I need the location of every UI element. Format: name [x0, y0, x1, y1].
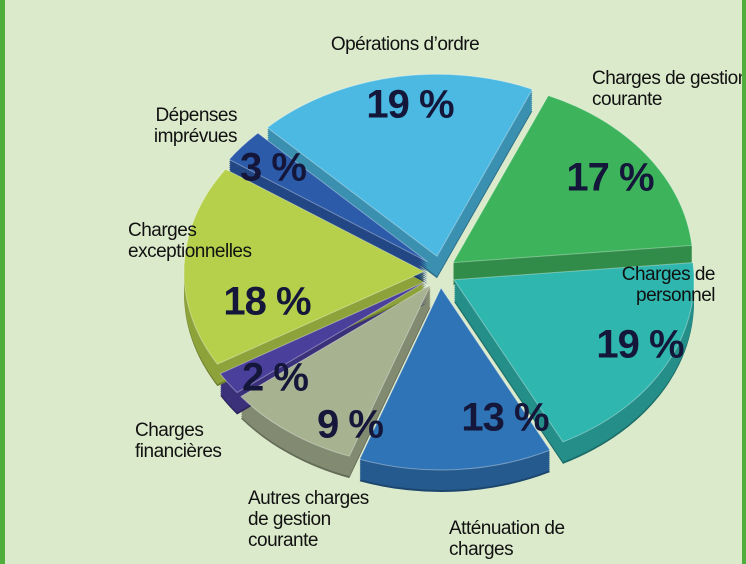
- value-label: 17 %: [566, 155, 654, 200]
- value-label: 9 %: [317, 402, 384, 447]
- category-label: Dépenses imprévues: [153, 105, 238, 147]
- slice: [228, 132, 428, 263]
- category-label: Charges de personnel: [621, 264, 716, 306]
- category-label: Charges exceptionnelles: [128, 220, 252, 262]
- category-label: Charges de gestion courante: [592, 68, 746, 110]
- value-label: 19 %: [596, 322, 684, 367]
- slice: [219, 280, 428, 394]
- category-label: Charges financières: [135, 420, 222, 462]
- slice: [240, 283, 432, 457]
- category-label: Atténuation de charges: [449, 518, 565, 560]
- value-label: 3 %: [240, 145, 307, 190]
- slice: [453, 262, 695, 443]
- value-label: 2 %: [242, 355, 309, 400]
- category-label: Opérations d’ordre: [330, 34, 480, 55]
- slice: [266, 73, 534, 258]
- slice: [359, 286, 551, 471]
- slice: [452, 94, 693, 264]
- value-label: 19 %: [366, 82, 454, 127]
- category-label: Autres charges de gestion courante: [248, 488, 369, 551]
- pie: [183, 73, 695, 492]
- value-label: 13 %: [461, 395, 549, 440]
- slice: [183, 168, 426, 365]
- value-label: 18 %: [223, 279, 311, 324]
